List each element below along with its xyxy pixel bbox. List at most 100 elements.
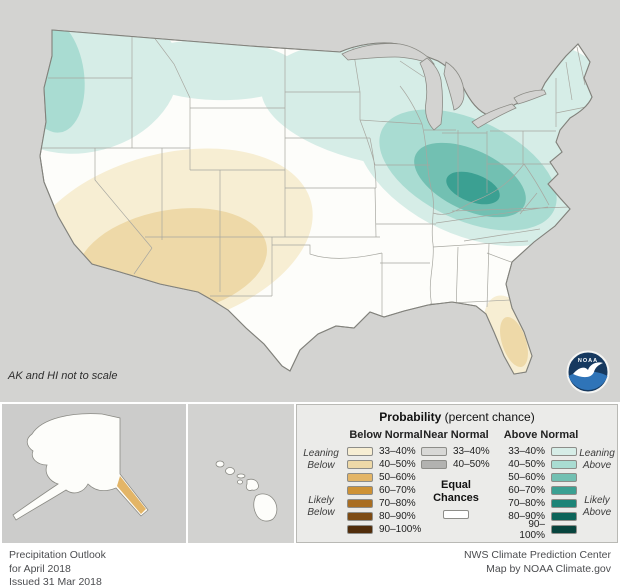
footer-right: NWS Climate Prediction Center Map by NOA… [464, 549, 611, 581]
footer-credit: Map by NOAA Climate.gov [486, 562, 611, 575]
legend-range-label: 90–100% [379, 524, 422, 535]
legend-row: 90–100% [347, 523, 421, 536]
legend-near-normal-scale: 33–40% 40–50% [421, 445, 490, 471]
legend-swatch [551, 460, 577, 469]
noaa-logo-lower-half [568, 371, 608, 390]
lake-erie [471, 103, 517, 129]
lake-michigan [419, 57, 443, 131]
noaa-logo: NOAA [566, 350, 610, 394]
island-hawaii [253, 493, 278, 522]
legend-row: 80–90% [505, 510, 577, 523]
legend-range-label: 70–80% [508, 498, 545, 509]
legend-range-label: 50–60% [508, 472, 545, 483]
legend-row: 33–40% [421, 445, 490, 458]
legend-header-below-normal: Below Normal [349, 429, 423, 441]
island-oahu [225, 467, 235, 475]
legend: Probability (percent chance) Below Norma… [296, 404, 618, 543]
alaska-shape [12, 413, 149, 521]
legend-range-label: 40–50% [379, 459, 416, 470]
state-borders [40, 30, 587, 321]
footer-issued-date: Issued 31 Mar 2018 [9, 576, 102, 585]
legend-range-label: 33–40% [508, 446, 545, 457]
legend-label-likely-below: Likely Below [307, 495, 335, 518]
legend-range-label: 60–70% [379, 485, 416, 496]
legend-range-label: 90–100% [519, 518, 545, 541]
legend-swatch [551, 473, 577, 482]
map-scale-note: AK and HI not to scale [8, 370, 118, 382]
legend-below-normal-scale: 33–40% 40–50% 50–60% 60–70% 70–80% 80–90% 90–1… [347, 445, 421, 536]
legend-header-near-normal: Near Normal [423, 429, 489, 441]
legend-label-likely-above: Likely Above [582, 495, 612, 518]
legend-swatch [421, 460, 447, 469]
footer-left: Precipitation Outlook for April 2018 Iss… [9, 549, 106, 585]
legend-row: 90–100% [505, 519, 577, 541]
footer-title-line2: for April 2018 [9, 562, 71, 575]
legend-swatch [347, 473, 373, 482]
legend-range-label: 80–90% [508, 511, 545, 522]
alaska-below-normal-panhandle [117, 476, 146, 514]
state-border-lines [40, 30, 587, 321]
hawaii-islands [215, 460, 278, 522]
lake-huron [443, 61, 465, 111]
legend-label-leaning-below: Leaning Below [303, 448, 339, 471]
lake-ontario [513, 89, 547, 105]
footer: Precipitation Outlook for April 2018 Iss… [0, 545, 620, 585]
alaska-inset-svg [12, 413, 149, 521]
legend-row: 60–70% [505, 484, 577, 497]
island-molokai [236, 473, 246, 479]
legend-row: 40–50% [421, 458, 490, 471]
footer-title-line1: Precipitation Outlook [9, 549, 106, 561]
great-lakes [341, 43, 547, 131]
noaa-logo-svg: NOAA [566, 350, 610, 394]
noaa-logo-text: NOAA [578, 358, 598, 364]
legend-swatch [347, 447, 373, 456]
legend-range-label: 50–60% [379, 472, 416, 483]
noaa-seagull-icon [573, 362, 603, 378]
legend-range-label: 33–40% [379, 446, 416, 457]
legend-swatch [551, 512, 577, 521]
lake-superior [341, 43, 436, 65]
legend-title-rest: (percent chance) [441, 410, 535, 424]
legend-row: 50–60% [347, 471, 421, 484]
island-maui [245, 478, 259, 491]
legend-row: 33–40% [347, 445, 421, 458]
legend-range-label: 60–70% [508, 485, 545, 496]
equal-chances-swatch [443, 510, 469, 520]
legend-swatch [347, 499, 373, 508]
legend-swatch [347, 460, 373, 469]
legend-row: 50–60% [505, 471, 577, 484]
island-lanai [237, 479, 243, 485]
legend-above-normal-scale: 33–40% 40–50% 50–60% 60–70% 70–80% 80–90% 90–1… [505, 445, 577, 541]
legend-equal-chances: Equal Chances [406, 479, 506, 524]
legend-label-leaning-above: Leaning Above [579, 448, 615, 471]
legend-swatch [551, 499, 577, 508]
legend-title-bold: Probability [379, 410, 442, 424]
below-40-50-florida [500, 316, 528, 368]
legend-swatch [551, 525, 577, 534]
legend-row: 70–80% [347, 497, 421, 510]
equal-chances-line2: Chances [433, 492, 479, 505]
legend-range-label: 80–90% [379, 511, 416, 522]
us-map-svg [39, 29, 593, 375]
legend-range-label: 40–50% [453, 459, 490, 470]
legend-swatch [551, 486, 577, 495]
legend-range-label: 40–50% [508, 459, 545, 470]
legend-row: 70–80% [505, 497, 577, 510]
legend-range-label: 70–80% [379, 498, 416, 509]
legend-swatch [347, 512, 373, 521]
legend-header-above-normal: Above Normal [503, 429, 579, 441]
footer-source: NWS Climate Prediction Center [463, 549, 611, 561]
legend-title: Probability (percent chance) [297, 410, 617, 424]
above-40-50-pnw-coast [40, 30, 85, 133]
legend-swatch [347, 486, 373, 495]
legend-swatch [551, 447, 577, 456]
legend-swatch [421, 447, 447, 456]
conus-map-area: AK and HI not to scale NOAA [8, 29, 610, 394]
legend-range-label: 33–40% [453, 446, 490, 457]
legend-row: 60–70% [347, 484, 421, 497]
legend-row: 40–50% [347, 458, 421, 471]
bottom-panel: Probability (percent chance) Below Norma… [0, 402, 620, 545]
legend-row: 40–50% [505, 458, 577, 471]
island-kauai [215, 460, 225, 468]
